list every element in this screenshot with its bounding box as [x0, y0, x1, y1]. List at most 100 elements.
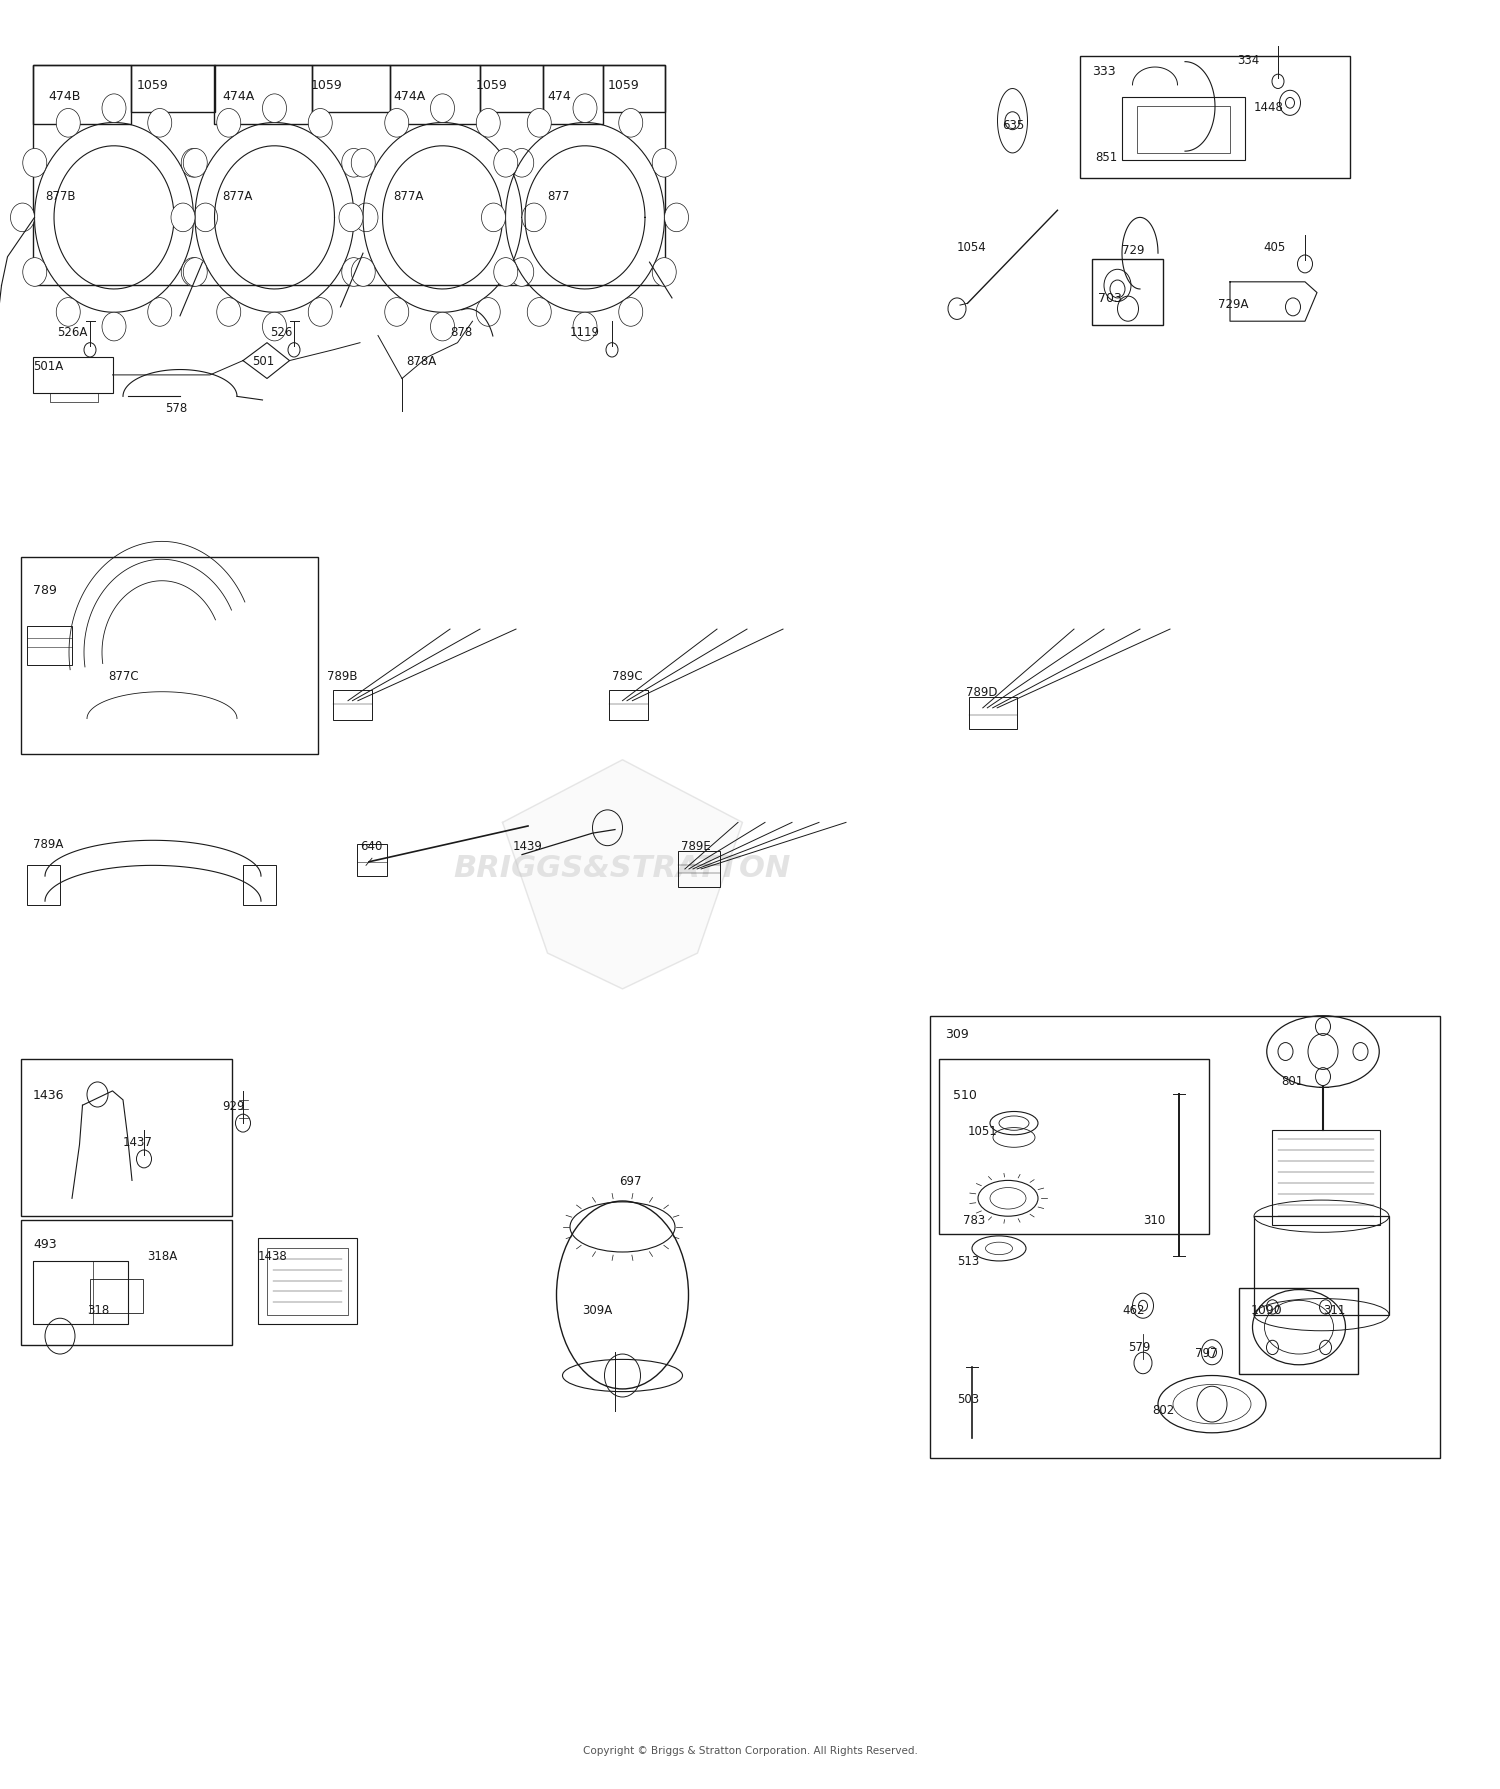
Text: 729A: 729A	[1218, 297, 1248, 311]
Circle shape	[573, 95, 597, 123]
Circle shape	[56, 299, 80, 327]
Bar	[969, 698, 1017, 730]
Text: 789D: 789D	[966, 685, 998, 699]
Text: 1437: 1437	[123, 1134, 153, 1149]
Circle shape	[528, 299, 552, 327]
Text: 789E: 789E	[681, 839, 711, 853]
Circle shape	[22, 259, 46, 286]
Text: 474A: 474A	[393, 89, 426, 104]
Text: BRIGGS&STRATTON: BRIGGS&STRATTON	[454, 853, 790, 882]
Text: 877: 877	[548, 190, 570, 204]
Circle shape	[102, 95, 126, 123]
Text: 1054: 1054	[957, 240, 987, 254]
Text: 501: 501	[252, 354, 274, 369]
Text: 878A: 878A	[406, 354, 436, 369]
Bar	[33, 1261, 93, 1324]
Circle shape	[528, 109, 552, 138]
Circle shape	[430, 95, 454, 123]
Circle shape	[217, 109, 240, 138]
Circle shape	[510, 150, 534, 179]
Circle shape	[183, 259, 207, 286]
Circle shape	[262, 313, 286, 342]
Circle shape	[620, 299, 644, 327]
Text: 309: 309	[945, 1027, 969, 1041]
Text: 1059: 1059	[136, 79, 168, 93]
Circle shape	[510, 259, 534, 288]
Circle shape	[494, 150, 517, 179]
Text: 801: 801	[1281, 1073, 1304, 1088]
Text: 462: 462	[1122, 1302, 1144, 1317]
Text: 333: 333	[1092, 64, 1116, 79]
Circle shape	[182, 150, 206, 179]
Text: 1436: 1436	[33, 1088, 64, 1102]
Text: 310: 310	[1143, 1213, 1166, 1227]
Bar	[1080, 57, 1350, 179]
Text: 703: 703	[1098, 292, 1122, 306]
Bar	[90, 1279, 142, 1313]
Text: 789B: 789B	[327, 669, 357, 683]
Bar	[27, 866, 60, 905]
Circle shape	[182, 259, 206, 288]
Text: 318: 318	[87, 1302, 109, 1317]
Circle shape	[522, 204, 546, 233]
Bar	[21, 558, 318, 755]
Circle shape	[102, 313, 126, 342]
Text: 878: 878	[450, 326, 472, 340]
Circle shape	[147, 299, 172, 327]
Text: 1059: 1059	[608, 79, 639, 93]
Bar	[214, 66, 312, 125]
Text: 783: 783	[963, 1213, 986, 1227]
Text: 474B: 474B	[48, 89, 81, 104]
Text: 474: 474	[548, 89, 572, 104]
Circle shape	[384, 109, 408, 138]
Circle shape	[342, 150, 366, 179]
Bar	[267, 1249, 348, 1315]
Circle shape	[384, 299, 408, 327]
Circle shape	[652, 150, 676, 179]
Text: 1051: 1051	[968, 1123, 998, 1138]
Bar	[33, 66, 664, 286]
Circle shape	[339, 204, 363, 233]
Bar	[33, 358, 112, 394]
Bar	[939, 1059, 1209, 1234]
Circle shape	[342, 259, 366, 288]
Circle shape	[216, 299, 240, 327]
Text: 579: 579	[1128, 1340, 1150, 1354]
Text: 405: 405	[1263, 240, 1286, 254]
Circle shape	[430, 313, 454, 342]
Text: 877B: 877B	[45, 190, 75, 204]
Circle shape	[354, 204, 378, 233]
Text: 877C: 877C	[108, 669, 138, 683]
Bar	[1239, 1288, 1358, 1374]
Bar	[33, 1261, 128, 1324]
Text: 1090: 1090	[1251, 1302, 1282, 1317]
Bar	[609, 691, 648, 721]
Circle shape	[194, 204, 217, 233]
Circle shape	[147, 109, 172, 138]
Bar	[33, 66, 130, 125]
Circle shape	[482, 204, 506, 233]
Text: 802: 802	[1152, 1403, 1174, 1417]
Bar	[21, 1059, 232, 1217]
Text: 513: 513	[957, 1254, 980, 1268]
Text: 877A: 877A	[393, 190, 423, 204]
Circle shape	[309, 109, 333, 138]
Bar	[312, 66, 390, 113]
Circle shape	[262, 95, 286, 123]
Bar	[543, 66, 603, 125]
Circle shape	[171, 204, 195, 233]
Circle shape	[620, 109, 644, 138]
Bar	[21, 1220, 232, 1345]
Text: 789A: 789A	[33, 837, 63, 852]
Text: 311: 311	[1323, 1302, 1346, 1317]
Text: 797: 797	[1196, 1345, 1218, 1360]
Text: 578: 578	[165, 401, 188, 415]
Text: 503: 503	[957, 1392, 980, 1406]
Text: 526A: 526A	[57, 326, 87, 340]
Bar	[930, 1016, 1440, 1458]
Text: 474A: 474A	[222, 89, 254, 104]
Text: 1439: 1439	[513, 839, 543, 853]
Circle shape	[664, 204, 688, 233]
Bar	[1137, 107, 1230, 154]
Text: 1448: 1448	[1254, 100, 1284, 114]
